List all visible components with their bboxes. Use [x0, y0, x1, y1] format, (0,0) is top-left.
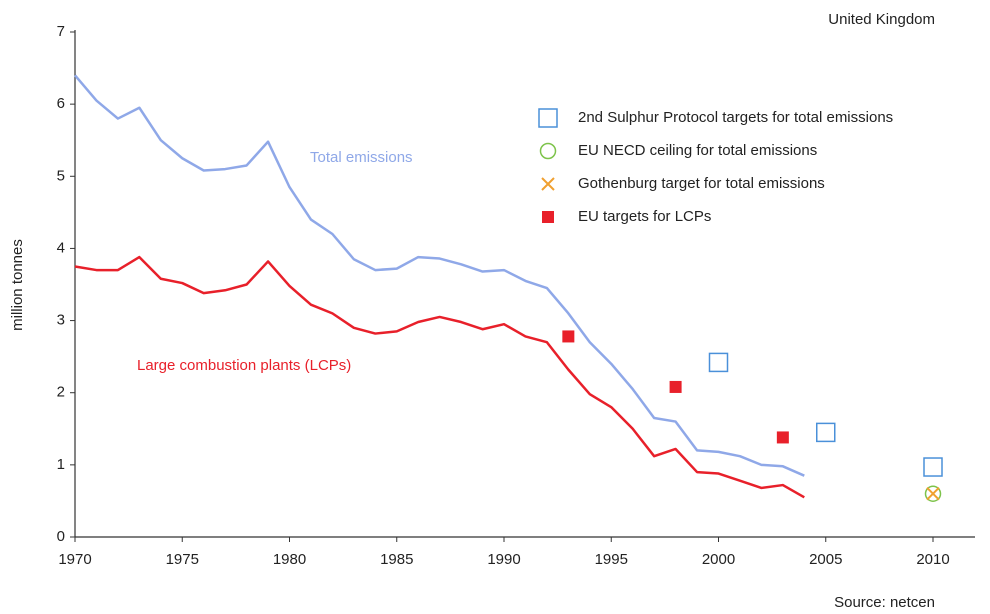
x-tick-label: 1990 — [487, 551, 520, 568]
source-note: Source: netcen — [834, 594, 935, 611]
x-tick-label: 2010 — [916, 551, 949, 568]
target-marker — [669, 380, 682, 393]
x-tick-label: 2005 — [809, 551, 842, 568]
legend-marker — [538, 108, 558, 128]
legend-marker — [542, 211, 554, 223]
y-tick-label: 3 — [57, 312, 65, 329]
y-tick-label: 2 — [57, 384, 65, 401]
legend-marker — [539, 142, 557, 160]
series-annotation: Large combustion plants (LCPs) — [137, 357, 351, 374]
x-tick-label: 1985 — [380, 551, 413, 568]
chart-title: United Kingdom — [828, 11, 935, 28]
target-marker — [926, 487, 940, 501]
y-tick-label: 7 — [57, 23, 65, 40]
target-marker — [816, 422, 836, 443]
x-tick-label: 1980 — [273, 551, 306, 568]
x-tick-label: 2000 — [702, 551, 735, 568]
legend-label: Gothenburg target for total emissions — [578, 175, 825, 192]
series-line — [74, 255, 805, 499]
x-tick-label: 1995 — [595, 551, 628, 568]
target-marker — [923, 457, 943, 477]
legend-marker — [541, 177, 555, 191]
y-tick-label: 1 — [57, 456, 65, 473]
legend-label: EU NECD ceiling for total emissions — [578, 142, 817, 159]
y-axis-label: million tonnes — [9, 239, 26, 331]
legend-label: EU targets for LCPs — [578, 208, 711, 225]
series-annotation: Total emissions — [310, 149, 413, 166]
legend-label: 2nd Sulphur Protocol targets for total e… — [578, 109, 893, 126]
target-marker — [924, 485, 942, 502]
y-tick-label: 0 — [57, 528, 65, 545]
target-marker — [776, 431, 789, 444]
x-tick-label: 1975 — [166, 551, 199, 568]
x-tick-label: 1970 — [58, 551, 91, 568]
y-tick-label: 4 — [57, 239, 65, 256]
series-line — [74, 74, 805, 477]
y-tick-label: 6 — [57, 95, 65, 112]
y-tick-label: 5 — [57, 167, 65, 184]
target-marker — [562, 330, 575, 343]
target-marker — [708, 352, 729, 373]
